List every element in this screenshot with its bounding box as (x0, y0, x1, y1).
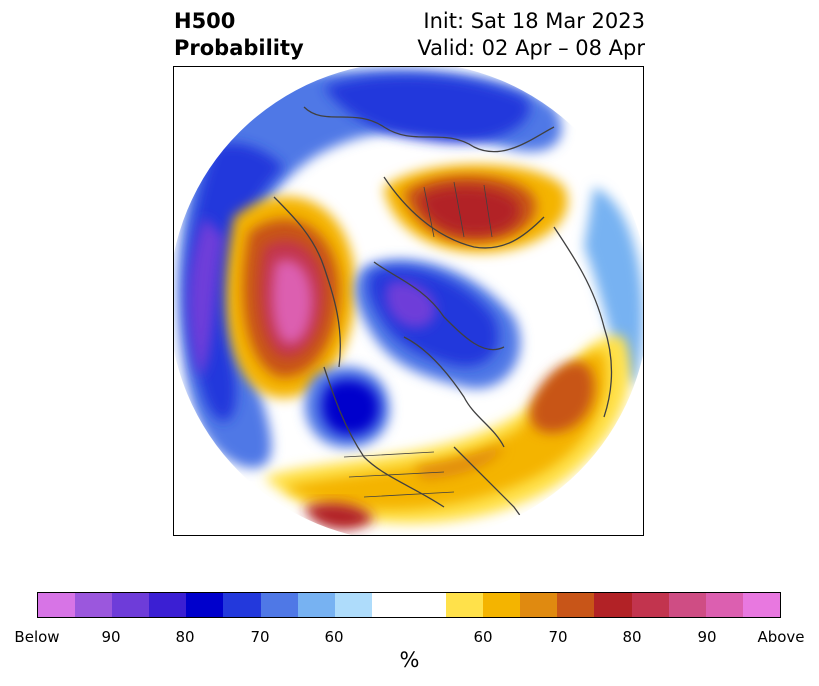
colorbar-swatch (520, 593, 558, 617)
title-variable: H500 (174, 9, 236, 33)
colorbar-swatch (223, 593, 261, 617)
coastline-greenland (403, 336, 505, 448)
colorbar-tick-label: Below (14, 628, 60, 646)
contour-below-90-na (321, 379, 379, 435)
colorbar-tick-labels: Below 90 80 70 60 60 70 80 90 Above (0, 628, 819, 648)
colorbar-swatch (149, 593, 187, 617)
valid-range: Valid: 02 Apr – 08 Apr (417, 36, 645, 60)
map-svg (174, 67, 643, 535)
colorbar-swatch (260, 593, 298, 617)
colorbar-tick-label: 70 (548, 628, 568, 646)
probability-map (173, 66, 644, 536)
colorbar-swatch (668, 593, 706, 617)
colorbar-unit: % (399, 648, 420, 672)
colorbar-swatch (38, 593, 76, 617)
colorbar-tick-label: 70 (250, 628, 270, 646)
colorbar-swatch (631, 593, 669, 617)
init-date: Init: Sat 18 Mar 2023 (423, 9, 645, 33)
contour-below-80-north (324, 75, 530, 143)
colorbar-tick-label: 80 (175, 628, 195, 646)
colorbar (37, 592, 781, 618)
colorbar-swatch (112, 593, 150, 617)
contour-above-90-west (272, 259, 313, 344)
colorbar-swatch (334, 593, 372, 617)
contour-below-90-arctic (385, 281, 436, 328)
colorbar-swatch (446, 593, 484, 617)
colorbar-swatch (705, 593, 743, 617)
contour-below-90-west (188, 217, 224, 377)
borders-usa (343, 451, 455, 498)
borders-asia (423, 181, 493, 238)
colorbar-tick-label: 90 (101, 628, 121, 646)
contour-below-60-east (584, 187, 643, 387)
colorbar-tick-label: 60 (324, 628, 344, 646)
colorbar-swatch (371, 593, 409, 617)
coastline-alaska (273, 196, 341, 368)
colorbar-swatch (594, 593, 632, 617)
colorbar-tick-label: 90 (697, 628, 717, 646)
title-quantity: Probability (174, 36, 304, 60)
colorbar-swatch (557, 593, 595, 617)
contour-above-70-na (414, 445, 504, 479)
title-right: Init: Sat 18 Mar 2023 Valid: 02 Apr – 08… (417, 8, 645, 62)
contour-above-70-atlantic (529, 361, 594, 433)
contour-above-80-north (419, 186, 520, 236)
coastline-north-america (323, 366, 445, 508)
colorbar-tick-label: 80 (622, 628, 642, 646)
contour-above-80-pacific (304, 502, 374, 530)
coastline-russia (383, 176, 545, 249)
colorbar-swatch (483, 593, 521, 617)
coastline-arctic-islands (373, 261, 505, 351)
title-left: H500 Probability (174, 8, 304, 62)
contour-above-60-south (284, 351, 607, 510)
coastline-arctic-eurasia (303, 106, 555, 153)
colorbar-swatch (75, 593, 113, 617)
colorbar-swatch (297, 593, 335, 617)
coastline-europe (553, 226, 613, 418)
colorbar-swatch (408, 593, 447, 617)
colorbar-swatch (186, 593, 224, 617)
colorbar-tick-label: Above (757, 628, 805, 646)
probability-field (174, 67, 643, 535)
colorbar-tick-label: 60 (473, 628, 493, 646)
contour-below-80-west (187, 143, 284, 421)
colorbar-swatch (742, 593, 780, 617)
